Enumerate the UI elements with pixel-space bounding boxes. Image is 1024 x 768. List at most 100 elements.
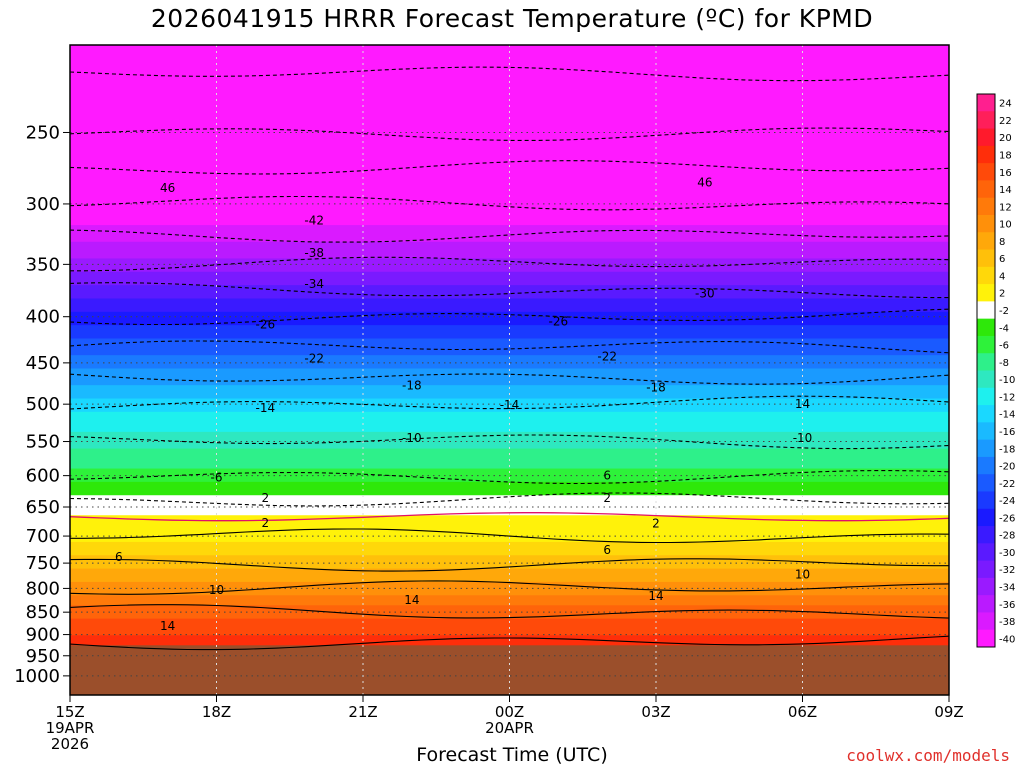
temperature-band <box>70 431 949 436</box>
contour-label: -18 <box>646 380 666 394</box>
temperature-band <box>70 155 949 159</box>
temperature-band <box>70 58 949 63</box>
temperature-band <box>70 598 949 603</box>
colorbar-swatch <box>977 232 995 251</box>
y-tick-label: 250 <box>26 122 60 143</box>
contour-label: 2 <box>262 491 270 505</box>
temperature-band <box>70 161 949 166</box>
temperature-band <box>70 618 949 623</box>
temperature-band <box>70 288 949 293</box>
temperature-band <box>70 291 949 296</box>
contour-label: -10 <box>793 431 813 445</box>
temperature-band <box>70 621 949 626</box>
colorbar-swatch <box>977 387 995 406</box>
y-tick-label: 500 <box>26 394 60 415</box>
x-tick-label: 15Z <box>55 703 84 721</box>
temperature-band <box>70 261 949 266</box>
temperature-band <box>70 221 949 226</box>
colorbar-swatch <box>977 629 995 648</box>
colorbar-swatch <box>977 405 995 423</box>
contour-label: -14 <box>256 401 276 415</box>
temperature-band <box>70 135 949 139</box>
colorbar-label: 8 <box>999 237 1005 248</box>
temperature-band <box>70 358 949 363</box>
y-tick-label: 700 <box>26 526 60 547</box>
x-tick-label: 03Z <box>641 703 670 721</box>
temperature-band <box>70 568 949 573</box>
temperature-band <box>70 178 949 183</box>
colorbar-label: -22 <box>999 479 1015 490</box>
temperature-band <box>70 405 949 410</box>
temperature-band <box>70 471 949 476</box>
colorbar-swatch <box>977 439 995 458</box>
contour-label: 6 <box>603 543 611 557</box>
colorbar-label: -20 <box>999 462 1015 473</box>
contour-label: -14 <box>500 398 520 412</box>
y-tick-label: 750 <box>26 553 60 574</box>
colorbar-label: -6 <box>999 341 1009 352</box>
contour-label: -38 <box>304 246 324 260</box>
colorbar-label: -30 <box>999 548 1015 559</box>
temperature-band <box>70 335 949 340</box>
colorbar-label: 12 <box>999 202 1012 213</box>
contour-label: 2 <box>652 517 660 531</box>
x-tick-sublabel: 19APR <box>46 719 95 737</box>
temperature-band <box>70 328 949 333</box>
temperature-band <box>70 628 949 633</box>
contour-label: 14 <box>795 397 810 411</box>
temperature-band <box>70 341 949 346</box>
temperature-band <box>70 65 949 69</box>
colorbar-label: -28 <box>999 531 1015 542</box>
colorbar-swatch <box>977 94 995 112</box>
temperature-band <box>70 208 949 213</box>
temperature-band <box>70 425 949 430</box>
x-tick-label: 21Z <box>348 703 377 721</box>
temperature-band <box>70 525 949 530</box>
temperature-band <box>70 88 949 93</box>
temperature-band <box>70 408 949 413</box>
temperature-band <box>70 455 949 460</box>
contour-label: 2 <box>262 516 270 530</box>
y-tick-label: 950 <box>26 646 60 667</box>
colorbar-swatch <box>977 266 995 285</box>
temperature-band <box>70 78 949 83</box>
colorbar-swatch <box>977 370 995 389</box>
y-tick-label: 650 <box>26 497 60 518</box>
colorbar-swatch <box>977 214 995 233</box>
contour-label: 6 <box>603 469 611 483</box>
temperature-band <box>70 461 949 466</box>
x-axis-label: Forecast Time (UTC) <box>416 744 608 766</box>
colorbar-label: 24 <box>999 99 1012 110</box>
temperature-band <box>70 215 949 220</box>
colorbar-swatch <box>977 249 995 268</box>
temperature-band <box>70 185 949 190</box>
temperature-band <box>70 111 949 116</box>
temperature-band <box>70 641 949 646</box>
x-tick-label: 09Z <box>934 703 963 721</box>
temperature-band <box>70 118 949 123</box>
colorbar-swatch <box>977 145 995 164</box>
temperature-band <box>70 588 949 593</box>
temperature-band <box>70 468 949 473</box>
y-tick-label: 550 <box>26 432 60 453</box>
colorbar-swatch <box>977 456 995 475</box>
temperature-band <box>70 635 949 640</box>
temperature-band <box>70 465 949 470</box>
colorbar-swatch <box>977 180 995 199</box>
temperature-band <box>70 201 949 206</box>
temperature-band <box>70 491 949 496</box>
contour-label: 14 <box>648 589 663 603</box>
colorbar-label: 22 <box>999 116 1012 127</box>
temperature-band <box>70 281 949 286</box>
temperature-band <box>70 591 949 596</box>
contour-label: 46 <box>697 175 712 189</box>
temperature-band <box>70 365 949 370</box>
temperature-band <box>70 191 949 196</box>
colorbar-label: -10 <box>999 375 1015 386</box>
colorbar-label: 2 <box>999 289 1005 300</box>
x-tick-label: 06Z <box>788 703 817 721</box>
temperature-band <box>70 401 949 406</box>
temperature-band <box>70 251 949 256</box>
temperature-band <box>70 418 949 423</box>
watermark-link[interactable]: coolwx.com/models <box>846 746 1010 765</box>
